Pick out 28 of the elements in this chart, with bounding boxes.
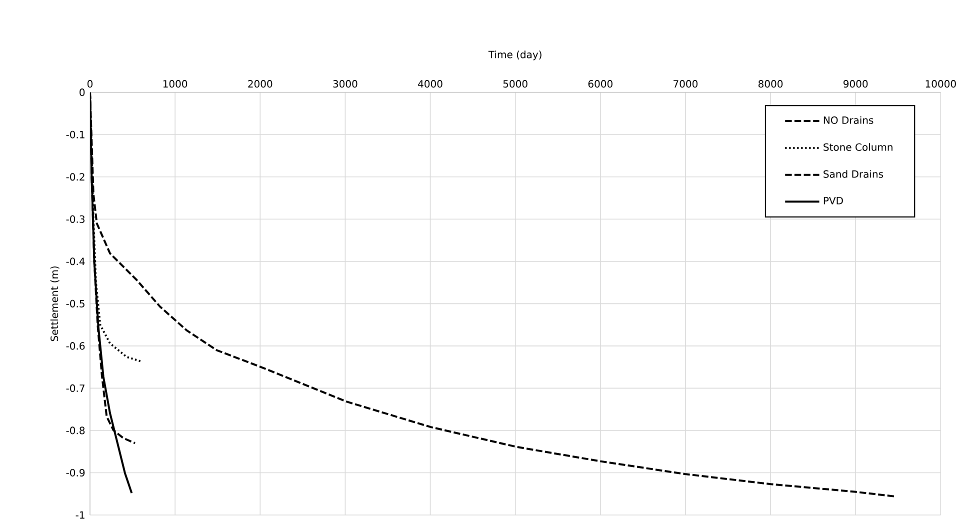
x-tick-label: 9000: [844, 80, 868, 88]
y-tick-label: 0: [80, 88, 85, 96]
y-tick-label: -0.2: [66, 173, 84, 181]
y-axis-title: Settlement (m): [50, 266, 60, 342]
x-tick-label: 10000: [926, 80, 956, 88]
x-tick-label: 8000: [758, 80, 783, 88]
y-tick-label: -0.1: [66, 130, 84, 138]
x-tick-label: 6000: [588, 80, 612, 88]
y-tick-label: -0.4: [66, 258, 85, 266]
x-axis-title: Time (day): [488, 50, 542, 60]
y-tick-label: -0.8: [66, 426, 85, 434]
legend-label: PVD: [824, 197, 843, 204]
y-tick-label: -0.6: [66, 342, 85, 350]
x-tick-label: 2000: [248, 80, 272, 88]
legend-label: Sand Drains: [824, 170, 884, 178]
legend-label: NO Drains: [824, 116, 874, 124]
y-tick-label: -0.9: [66, 468, 85, 477]
y-tick-label: -1: [76, 511, 84, 519]
x-tick-label: 4000: [418, 80, 442, 88]
legend-label: Stone Column: [824, 143, 892, 151]
y-tick-label: -0.5: [66, 300, 84, 308]
y-tick-label: -0.7: [66, 384, 84, 392]
y-tick-label: -0.3: [66, 215, 84, 223]
x-tick-label: 0: [87, 80, 93, 88]
x-tick-label: 1000: [163, 80, 188, 88]
x-tick-label: 5000: [503, 80, 528, 88]
x-tick-label: 3000: [333, 80, 358, 88]
x-tick-label: 7000: [674, 80, 698, 88]
